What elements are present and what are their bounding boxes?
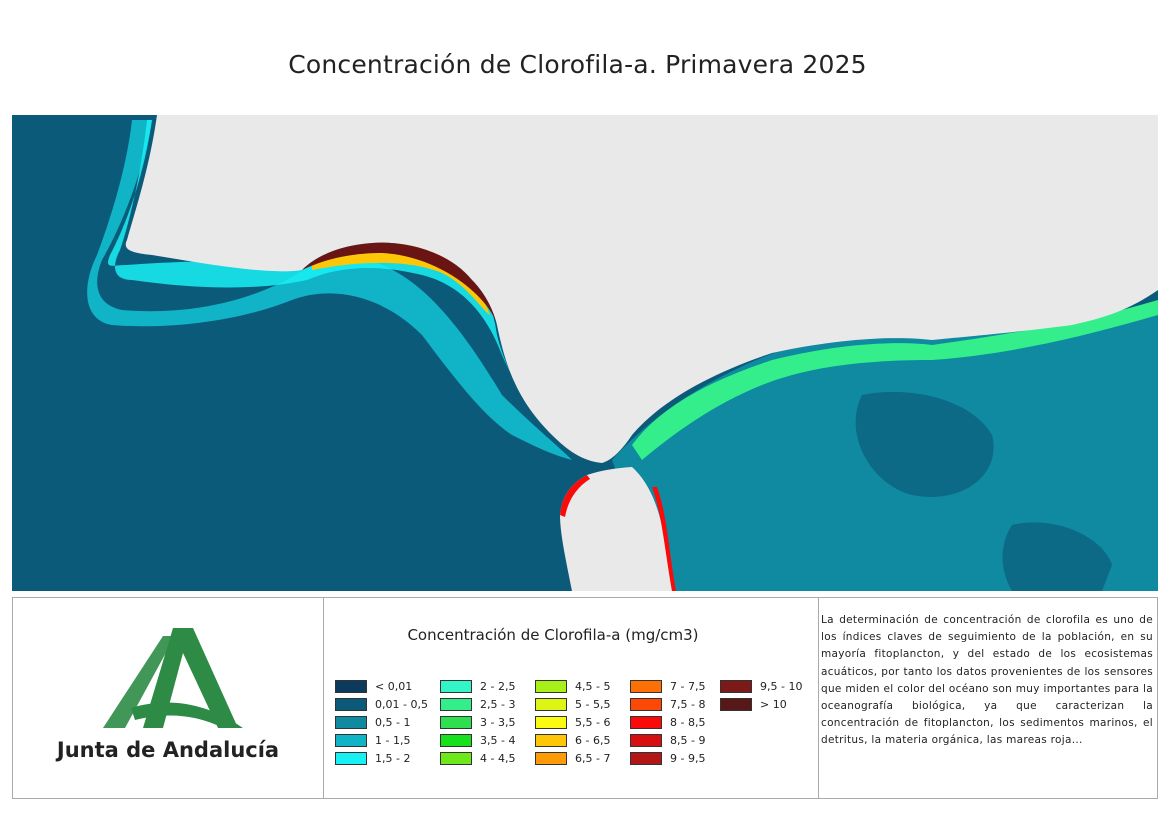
legend-item: 1 - 1,5 xyxy=(335,734,410,747)
legend-swatch xyxy=(440,752,472,765)
legend-item: 5,5 - 6 xyxy=(535,716,610,729)
legend-item: > 10 xyxy=(720,698,787,711)
legend-label: 1,5 - 2 xyxy=(375,752,411,765)
land-europe xyxy=(125,115,1158,463)
legend-label: 7 - 7,5 xyxy=(670,680,706,693)
mediterranean-dark-patch xyxy=(1002,522,1112,591)
africa-coast-edge xyxy=(560,475,590,517)
legend-item: 6,5 - 7 xyxy=(535,752,610,765)
info-footer: Junta de Andalucía Concentración de Clor… xyxy=(12,597,1158,799)
legend-item: 1,5 - 2 xyxy=(335,752,410,765)
legend-label: 7,5 - 8 xyxy=(670,698,706,711)
mediterranean-dark-patch xyxy=(855,391,994,497)
legend-item: 6 - 6,5 xyxy=(535,734,610,747)
legend-item: 3,5 - 4 xyxy=(440,734,515,747)
legend-swatch xyxy=(630,716,662,729)
legend-item: 0,01 - 0,5 xyxy=(335,698,428,711)
coastal-max-chl xyxy=(302,242,497,325)
legend-swatch xyxy=(335,698,367,711)
legend-label: 5,5 - 6 xyxy=(575,716,611,729)
legend-swatch xyxy=(720,698,752,711)
land-africa xyxy=(560,467,672,591)
legend-label: 9,5 - 10 xyxy=(760,680,803,693)
legend-swatch xyxy=(535,752,567,765)
legend-item: 4,5 - 5 xyxy=(535,680,610,693)
legend-label: 9 - 9,5 xyxy=(670,752,706,765)
mediterranean-coastal-band xyxy=(632,300,1158,460)
legend-swatch xyxy=(535,716,567,729)
legend-swatch xyxy=(535,734,567,747)
legend-label: 3 - 3,5 xyxy=(480,716,516,729)
legend-swatch xyxy=(335,680,367,693)
legend-item: 8 - 8,5 xyxy=(630,716,705,729)
legend-swatch xyxy=(440,716,472,729)
legend-swatch xyxy=(335,752,367,765)
legend-label: 4 - 4,5 xyxy=(480,752,516,765)
legend-label: 8,5 - 9 xyxy=(670,734,706,747)
legend-swatch xyxy=(535,698,567,711)
legend-label: 5 - 5,5 xyxy=(575,698,611,711)
legend-swatch xyxy=(630,752,662,765)
legend-item: 4 - 4,5 xyxy=(440,752,515,765)
legend-label: 6,5 - 7 xyxy=(575,752,611,765)
legend-item: 3 - 3,5 xyxy=(440,716,515,729)
chlorophyll-map[interactable] xyxy=(12,115,1158,591)
legend-swatch xyxy=(335,734,367,747)
legend-label: > 10 xyxy=(760,698,787,711)
legend-label: 0,01 - 0,5 xyxy=(375,698,428,711)
legend-item: 9,5 - 10 xyxy=(720,680,802,693)
legend-label: 4,5 - 5 xyxy=(575,680,611,693)
legend-item: 5 - 5,5 xyxy=(535,698,610,711)
legend-label: 3,5 - 4 xyxy=(480,734,516,747)
legend-swatch xyxy=(630,734,662,747)
legend-swatch xyxy=(630,698,662,711)
legend-label: 2,5 - 3 xyxy=(480,698,516,711)
legend-label: 0,5 - 1 xyxy=(375,716,411,729)
legend-swatch xyxy=(440,698,472,711)
legend-item: 8,5 - 9 xyxy=(630,734,705,747)
footer-divider xyxy=(323,598,324,798)
legend-item: 0,5 - 1 xyxy=(335,716,410,729)
footer-divider xyxy=(818,598,819,798)
brand-name: Junta de Andalucía xyxy=(56,738,280,762)
map-title: Concentración de Clorofila-a. Primavera … xyxy=(288,50,867,79)
legend-swatch xyxy=(440,734,472,747)
junta-andalucia-logo-icon xyxy=(103,628,243,728)
legend-swatch xyxy=(535,680,567,693)
description-text: La determinación de concentración de clo… xyxy=(821,614,1153,747)
legend-label: 2 - 2,5 xyxy=(480,680,516,693)
atlantic-coastal-band xyxy=(87,120,572,460)
legend-item: 9 - 9,5 xyxy=(630,752,705,765)
legend-label: 8 - 8,5 xyxy=(670,716,706,729)
legend-item: 7 - 7,5 xyxy=(630,680,705,693)
legend-swatch xyxy=(440,680,472,693)
legend-title: Concentración de Clorofila-a (mg/cm3) xyxy=(407,626,699,644)
legend-label: < 0,01 xyxy=(375,680,413,693)
legend-swatch xyxy=(720,680,752,693)
legend-label: 1 - 1,5 xyxy=(375,734,411,747)
legend-item: 7,5 - 8 xyxy=(630,698,705,711)
legend-label: 6 - 6,5 xyxy=(575,734,611,747)
legend-swatch xyxy=(335,716,367,729)
legend-item: 2,5 - 3 xyxy=(440,698,515,711)
legend-swatch xyxy=(630,680,662,693)
legend-item: < 0,01 xyxy=(335,680,412,693)
africa-coast-edge-east xyxy=(652,487,676,591)
legend-item: 2 - 2,5 xyxy=(440,680,515,693)
